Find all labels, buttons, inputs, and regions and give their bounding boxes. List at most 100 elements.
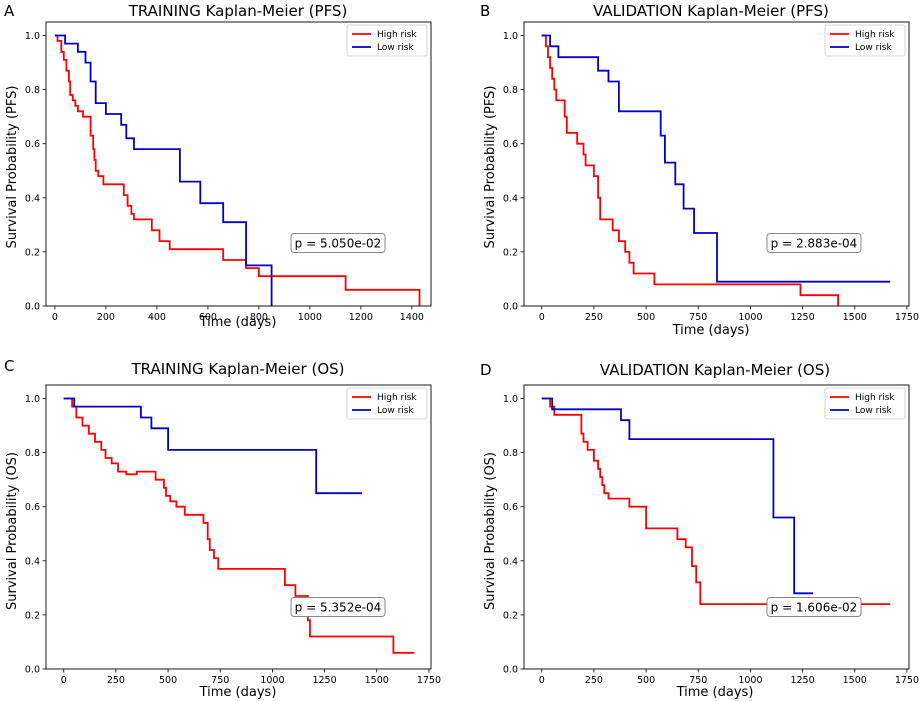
y-tick-label: 0.4 xyxy=(25,193,40,204)
legend-label: Low risk xyxy=(377,406,414,416)
legend-label: High risk xyxy=(377,393,417,403)
legend-box xyxy=(824,387,906,420)
panel-letter: C xyxy=(4,357,14,375)
x-tick-label: 1200 xyxy=(349,312,373,323)
p-value-box xyxy=(290,233,386,253)
low-risk-curve xyxy=(541,397,813,595)
y-axis-label: Survival Probability (OS) xyxy=(5,452,20,610)
x-tick-label: 1250 xyxy=(790,312,814,323)
x-tick-label: 1400 xyxy=(400,312,424,323)
panel-title: VALIDATION Kaplan-Meier (PFS) xyxy=(593,2,829,20)
x-tick-label: 0 xyxy=(61,675,67,686)
legend-box xyxy=(824,24,906,57)
x-tick-label: 800 xyxy=(250,312,268,323)
y-tick-label: 0.8 xyxy=(25,85,40,96)
p-value-box xyxy=(290,597,386,617)
p-value-box xyxy=(766,597,862,617)
y-axis-label: Survival Probability (PFS) xyxy=(5,86,20,249)
x-tick-label: 500 xyxy=(637,312,655,323)
x-tick-label: 1000 xyxy=(738,675,762,686)
x-tick-label: 1000 xyxy=(260,675,284,686)
panel-letter: B xyxy=(480,2,490,20)
y-tick-label: 1.0 xyxy=(503,31,518,42)
x-axis-label: Time (days) xyxy=(199,685,277,700)
y-tick-label: 1.0 xyxy=(25,394,40,405)
panel-letter: D xyxy=(480,361,492,379)
p-value-label: p = 2.883e-04 xyxy=(771,236,858,250)
legend-label: Low risk xyxy=(855,406,892,416)
x-tick-label: 1500 xyxy=(843,312,867,323)
y-tick-label: 0.4 xyxy=(25,556,40,567)
y-axis-label: Survival Probability (PFS) xyxy=(483,86,498,249)
panel-b: B VALIDATION Kaplan-Meier (PFS) Time (da… xyxy=(480,2,919,338)
low-risk-curve xyxy=(63,397,363,495)
y-axis-label: Survival Probability (OS) xyxy=(483,452,498,610)
x-tick-label: 1000 xyxy=(298,312,322,323)
x-tick-label: 1250 xyxy=(790,675,814,686)
panel-title: TRAINING Kaplan-Meier (OS) xyxy=(130,360,344,378)
p-value-box xyxy=(766,233,862,253)
panel-c: C TRAINING Kaplan-Meier (OS) Time (days)… xyxy=(4,357,441,700)
y-tick-label: 1.0 xyxy=(25,31,40,42)
x-tick-label: 600 xyxy=(199,312,217,323)
x-tick-label: 250 xyxy=(585,675,603,686)
legend-label: Low risk xyxy=(855,43,892,53)
low-risk-curve xyxy=(541,34,891,283)
x-tick-label: 400 xyxy=(148,312,166,323)
x-axis-label: Time (days) xyxy=(199,315,277,330)
y-tick-label: 0.8 xyxy=(25,448,40,459)
legend-box xyxy=(346,24,428,57)
y-tick-label: 0.6 xyxy=(25,502,40,513)
p-value-label: p = 5.050e-02 xyxy=(295,236,382,250)
legend-label: Low risk xyxy=(377,43,414,53)
x-tick-label: 0 xyxy=(539,675,545,686)
panel-d: D VALIDATION Kaplan-Meier (OS) Time (day… xyxy=(480,361,919,700)
x-tick-label: 1750 xyxy=(895,675,919,686)
high-risk-curve xyxy=(63,397,415,654)
y-tick-label: 0.0 xyxy=(25,302,40,313)
legend-label: High risk xyxy=(855,30,895,40)
x-tick-label: 750 xyxy=(689,675,707,686)
y-tick-label: 0.6 xyxy=(503,502,518,513)
x-tick-label: 750 xyxy=(211,675,229,686)
y-tick-label: 0.2 xyxy=(503,247,518,258)
plot-frame xyxy=(523,384,910,670)
panel-title: VALIDATION Kaplan-Meier (OS) xyxy=(600,361,830,379)
x-axis-label: Time (days) xyxy=(676,685,754,700)
y-tick-label: 0.8 xyxy=(503,448,518,459)
legend-label: High risk xyxy=(855,393,895,403)
high-risk-curve xyxy=(54,34,421,306)
low-risk-curve xyxy=(54,34,273,306)
p-value-label: p = 1.606e-02 xyxy=(771,600,858,614)
high-risk-curve xyxy=(541,34,839,306)
panel-title: TRAINING Kaplan-Meier (PFS) xyxy=(128,2,348,20)
x-tick-label: 1750 xyxy=(417,675,441,686)
plot-frame xyxy=(45,384,432,670)
y-tick-label: 0.4 xyxy=(503,193,518,204)
y-tick-label: 0.6 xyxy=(25,139,40,150)
plot-frame xyxy=(523,21,910,307)
y-tick-label: 0.0 xyxy=(25,665,40,676)
x-tick-label: 1750 xyxy=(895,312,919,323)
x-tick-label: 250 xyxy=(585,312,603,323)
y-tick-label: 0.8 xyxy=(503,85,518,96)
p-value-label: p = 5.352e-04 xyxy=(295,600,382,614)
x-tick-label: 200 xyxy=(97,312,115,323)
legend-box xyxy=(346,387,428,420)
x-tick-label: 0 xyxy=(539,312,545,323)
y-tick-label: 0.6 xyxy=(503,139,518,150)
x-axis-label: Time (days) xyxy=(672,323,750,338)
x-tick-label: 1500 xyxy=(843,675,867,686)
y-tick-label: 0.2 xyxy=(503,610,518,621)
x-tick-label: 250 xyxy=(107,675,125,686)
legend-label: High risk xyxy=(377,30,417,40)
panel-a: A TRAINING Kaplan-Meier (PFS) Time (days… xyxy=(4,2,432,330)
y-tick-label: 1.0 xyxy=(503,394,518,405)
x-tick-label: 1500 xyxy=(365,675,389,686)
high-risk-curve xyxy=(541,397,891,605)
y-tick-label: 0.2 xyxy=(25,247,40,258)
x-tick-label: 1000 xyxy=(738,312,762,323)
y-tick-label: 0.0 xyxy=(503,302,518,313)
x-tick-label: 500 xyxy=(159,675,177,686)
